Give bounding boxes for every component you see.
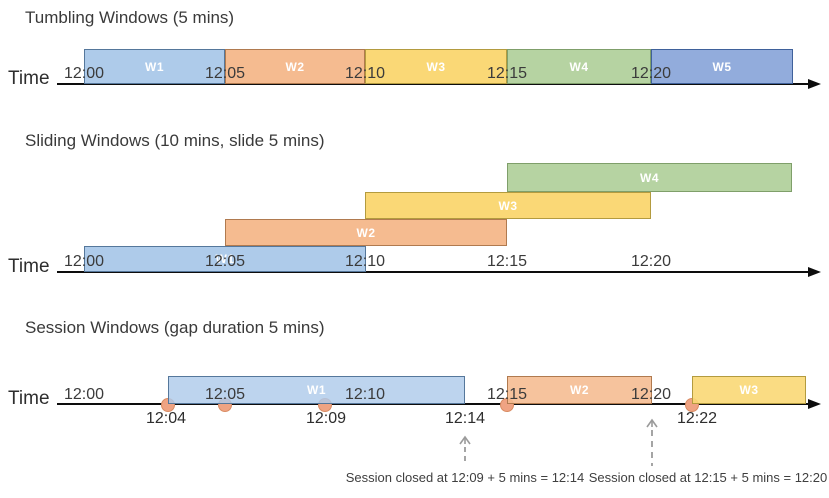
window-label: W4 (640, 170, 659, 185)
tick-label: 12:15 (486, 253, 528, 270)
tumbling-time-axis (57, 83, 812, 85)
sliding-window-w3: W3 (365, 192, 651, 219)
tick-label: 12:10 (344, 65, 386, 82)
tick-label: 12:05 (204, 65, 246, 82)
tick-label: 12:05 (204, 253, 246, 270)
window-label: W5 (712, 59, 732, 74)
window-label: W1 (145, 59, 164, 74)
sliding-window-w1: W1 (84, 246, 366, 272)
sliding-section-title: Sliding Windows (10 mins, slide 5 mins) (25, 131, 325, 150)
tumbling-window-w5: W5 (651, 49, 793, 84)
session-close-annotation: Session closed at 12:15 + 5 mins = 12:20 (588, 470, 828, 485)
session-axis-arrowhead-icon (808, 399, 821, 409)
tumbling-time-axis-label: Time (8, 68, 50, 89)
event-time-label: 12:04 (145, 410, 187, 427)
session-time-axis (57, 403, 812, 405)
session-close-arrow-icon (646, 418, 658, 466)
window-label: W1 (307, 383, 326, 397)
session-window-w3: W3 (692, 376, 806, 404)
sliding-time-axis-label: Time (8, 256, 50, 277)
event-time-label: 12:22 (676, 410, 718, 427)
tick-label: 12:10 (344, 253, 386, 270)
session-time-axis-label: Time (8, 388, 50, 409)
session-section-title: Session Windows (gap duration 5 mins) (25, 318, 325, 337)
tick-label: 12:05 (204, 386, 246, 403)
tumbling-section-title: Tumbling Windows (5 mins) (25, 8, 235, 27)
event-time-label: 12:14 (444, 410, 486, 427)
tumbling-window-w1: W1 (84, 49, 225, 84)
sliding-axis-arrowhead-icon (808, 267, 821, 277)
sliding-window-w2: W2 (225, 219, 507, 246)
window-label: W3 (739, 383, 759, 397)
tick-label: 12:20 (630, 253, 672, 270)
window-label: W1 (215, 252, 235, 266)
session-close-annotation: Session closed at 12:09 + 5 mins = 12:14 (345, 470, 585, 485)
tick-label: 12:00 (63, 253, 105, 270)
window-label: W2 (356, 225, 376, 240)
tumbling-axis-arrowhead-icon (808, 79, 821, 89)
session-window-w1: W1 (168, 376, 465, 404)
sliding-time-axis (57, 271, 812, 273)
session-close-arrow-icon (459, 435, 471, 463)
window-label: W3 (498, 198, 518, 213)
tick-label: 12:00 (63, 386, 105, 403)
window-label: W2 (570, 383, 589, 397)
session-window-w2: W2 (507, 376, 652, 404)
tick-label: 12:00 (63, 65, 105, 82)
sliding-window-w4: W4 (507, 163, 792, 192)
window-label: W4 (569, 59, 589, 74)
tick-label: 12:10 (344, 386, 386, 403)
tumbling-window-w3: W3 (365, 49, 507, 84)
event-time-label: 12:09 (305, 410, 347, 427)
tumbling-window-w2: W2 (225, 49, 365, 84)
tick-label: 12:20 (630, 386, 672, 403)
tick-label: 12:15 (486, 386, 528, 403)
tick-label: 12:20 (630, 65, 672, 82)
window-label: W2 (285, 59, 305, 74)
tick-label: 12:15 (486, 65, 528, 82)
tumbling-window-w4: W4 (507, 49, 651, 84)
window-label: W3 (426, 59, 446, 74)
